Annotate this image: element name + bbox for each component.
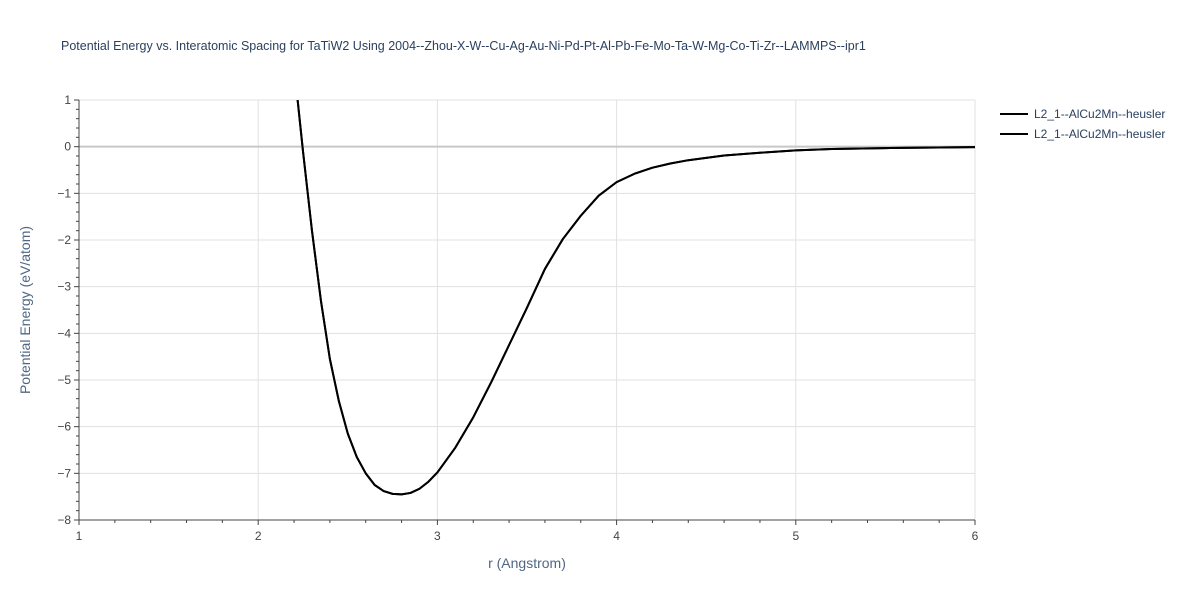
- y-tick-label: −6: [57, 420, 71, 434]
- y-tick-label: 1: [64, 93, 71, 107]
- x-tick-label: 5: [792, 529, 799, 543]
- y-axis-title: Potential Energy (eV/atom): [17, 226, 33, 394]
- x-tick-label: 4: [613, 529, 620, 543]
- series-lines: [296, 100, 975, 496]
- y-tick-label: −7: [57, 466, 71, 480]
- series-line-1: [296, 100, 975, 496]
- legend-label: L2_1--AlCu2Mn--heusler: [1034, 107, 1165, 121]
- x-tick-label: 3: [434, 529, 441, 543]
- legend-label: L2_1--AlCu2Mn--heusler: [1034, 127, 1165, 141]
- y-tick-label: −4: [57, 326, 71, 340]
- tick-labels: 1 2 3 4 5 6 1 0 −1 −2 −3 −4 −5 −6 −7 −8: [57, 93, 978, 543]
- x-axis-title: r (Angstrom): [488, 555, 566, 571]
- y-tick-label: −1: [57, 186, 71, 200]
- axes: [74, 99, 976, 525]
- x-tick-label: 6: [972, 529, 979, 543]
- y-tick-label: −8: [57, 513, 71, 527]
- chart-title: Potential Energy vs. Interatomic Spacing…: [61, 39, 866, 53]
- y-tick-label: 0: [64, 140, 71, 154]
- y-tick-label: −5: [57, 373, 71, 387]
- series-line-2: [296, 100, 975, 496]
- legend: L2_1--AlCu2Mn--heusler L2_1--AlCu2Mn--heu…: [1000, 107, 1165, 141]
- x-tick-label: 2: [255, 529, 262, 543]
- x-tick-label: 1: [76, 529, 83, 543]
- grid-lines: [78, 99, 976, 521]
- y-tick-label: −2: [57, 233, 71, 247]
- y-tick-label: −3: [57, 280, 71, 294]
